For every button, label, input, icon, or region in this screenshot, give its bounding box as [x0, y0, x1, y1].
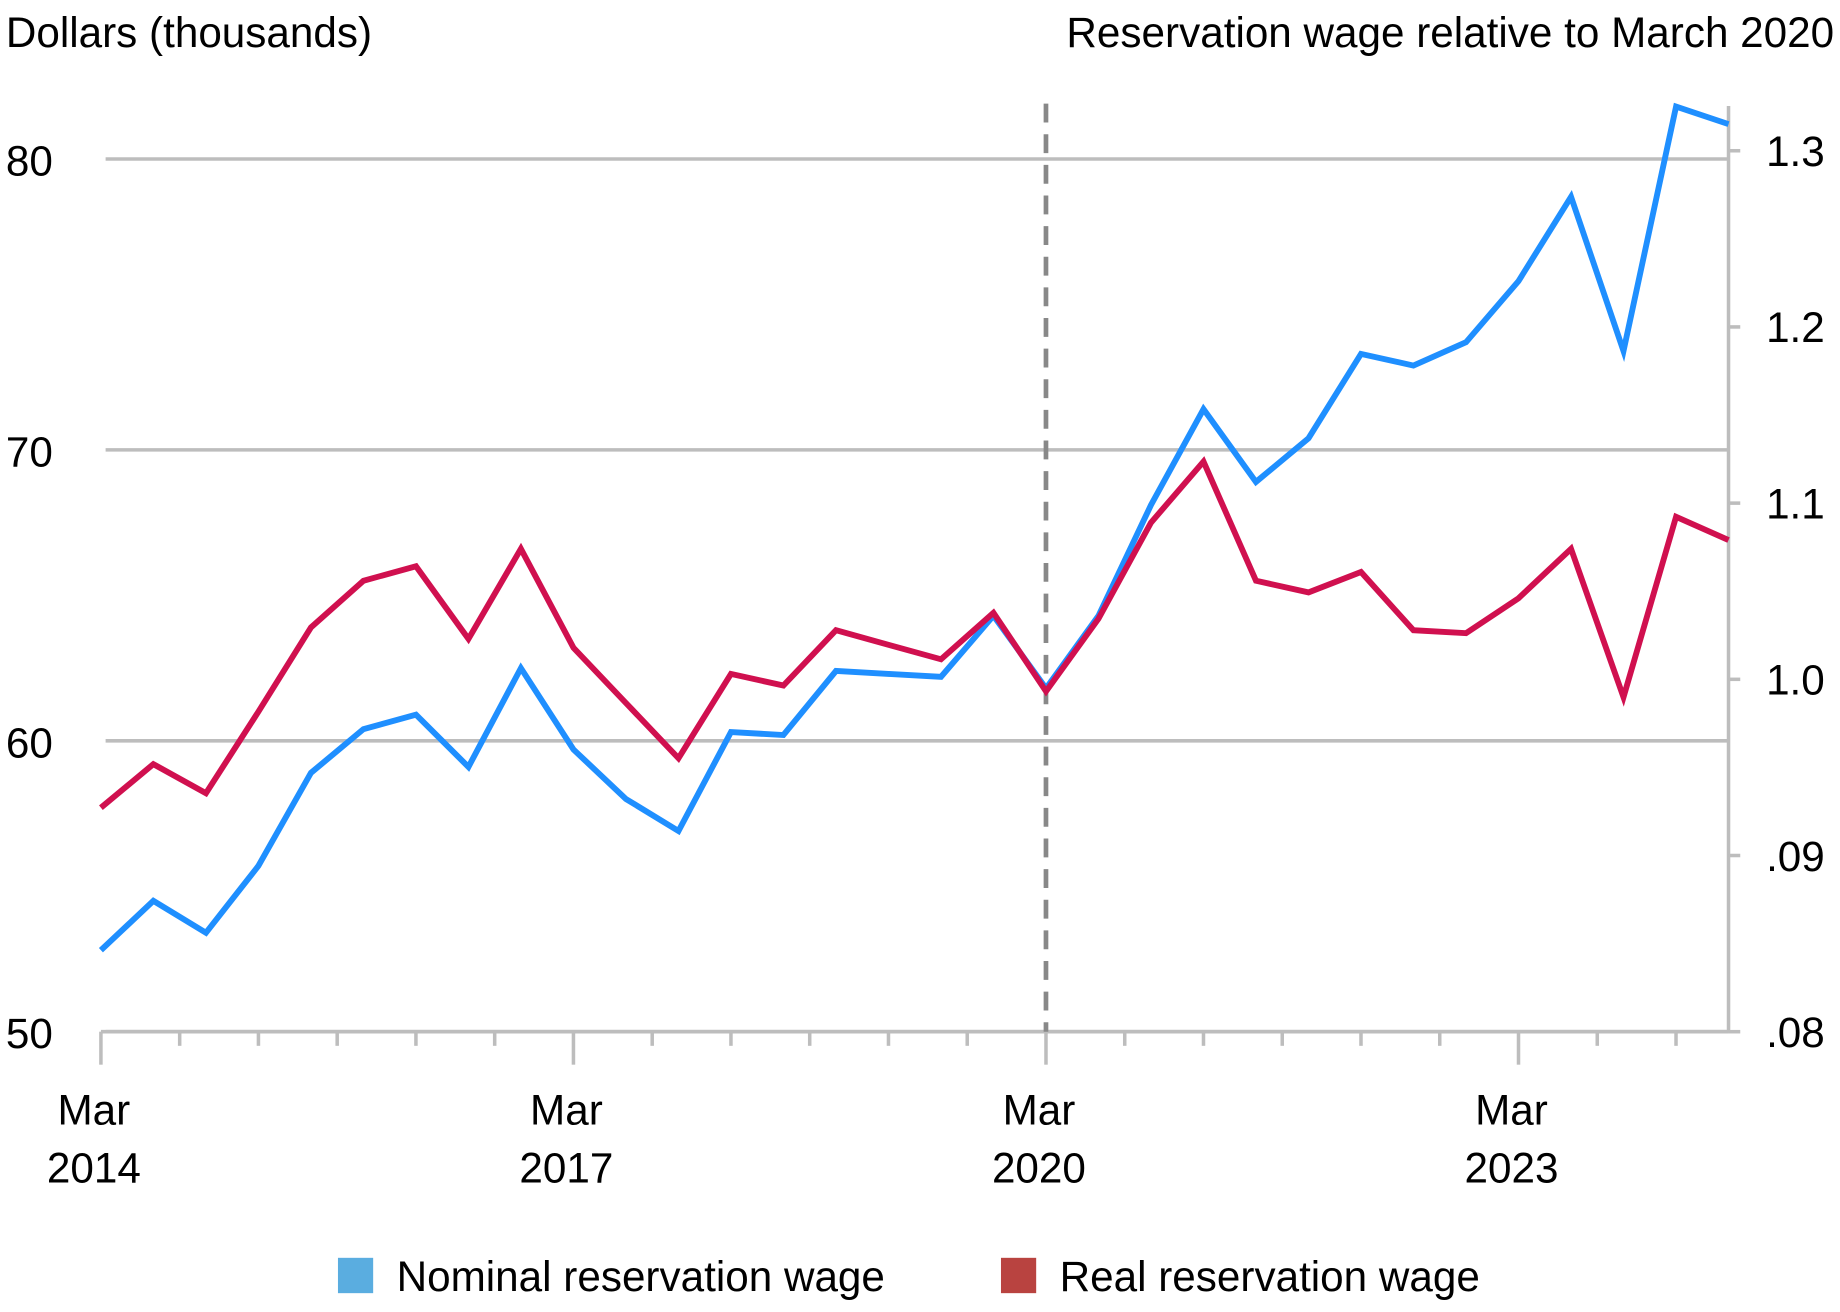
left-axis-label: Dollars (thousands) — [6, 9, 372, 56]
x-tick-month: Mar — [58, 1087, 131, 1134]
right-tick-label: 1.3 — [1766, 128, 1825, 175]
left-tick-label: 60 — [6, 719, 53, 766]
legend-swatch — [337, 1257, 374, 1294]
left-tick-label: 80 — [6, 137, 53, 184]
right-tick-label: 1.2 — [1766, 304, 1825, 351]
x-tick-year: 2017 — [519, 1144, 613, 1191]
right-tick-label: .09 — [1766, 833, 1825, 880]
legend-label: Real reservation wage — [1060, 1253, 1480, 1300]
x-tick-month: Mar — [1475, 1087, 1548, 1134]
x-tick-year: 2014 — [47, 1144, 141, 1191]
series-line-nominal — [98, 102, 1730, 953]
left-tick-label: 70 — [6, 428, 53, 475]
left-tick-label: 50 — [6, 1010, 53, 1057]
x-tick-month: Mar — [530, 1087, 603, 1134]
x-tick-year: 2023 — [1464, 1144, 1558, 1191]
x-tick-month: Mar — [1003, 1087, 1076, 1134]
series-line-real — [99, 456, 1730, 810]
x-tick-year: 2020 — [992, 1144, 1086, 1191]
right-tick-label: 1.0 — [1766, 657, 1825, 704]
right-axis-label: Reservation wage relative to March 2020 — [1066, 9, 1834, 56]
legend-swatch — [1000, 1257, 1037, 1294]
right-tick-label: 1.1 — [1766, 480, 1825, 527]
right-tick-label: .08 — [1766, 1009, 1825, 1056]
legend-label: Nominal reservation wage — [397, 1253, 885, 1300]
